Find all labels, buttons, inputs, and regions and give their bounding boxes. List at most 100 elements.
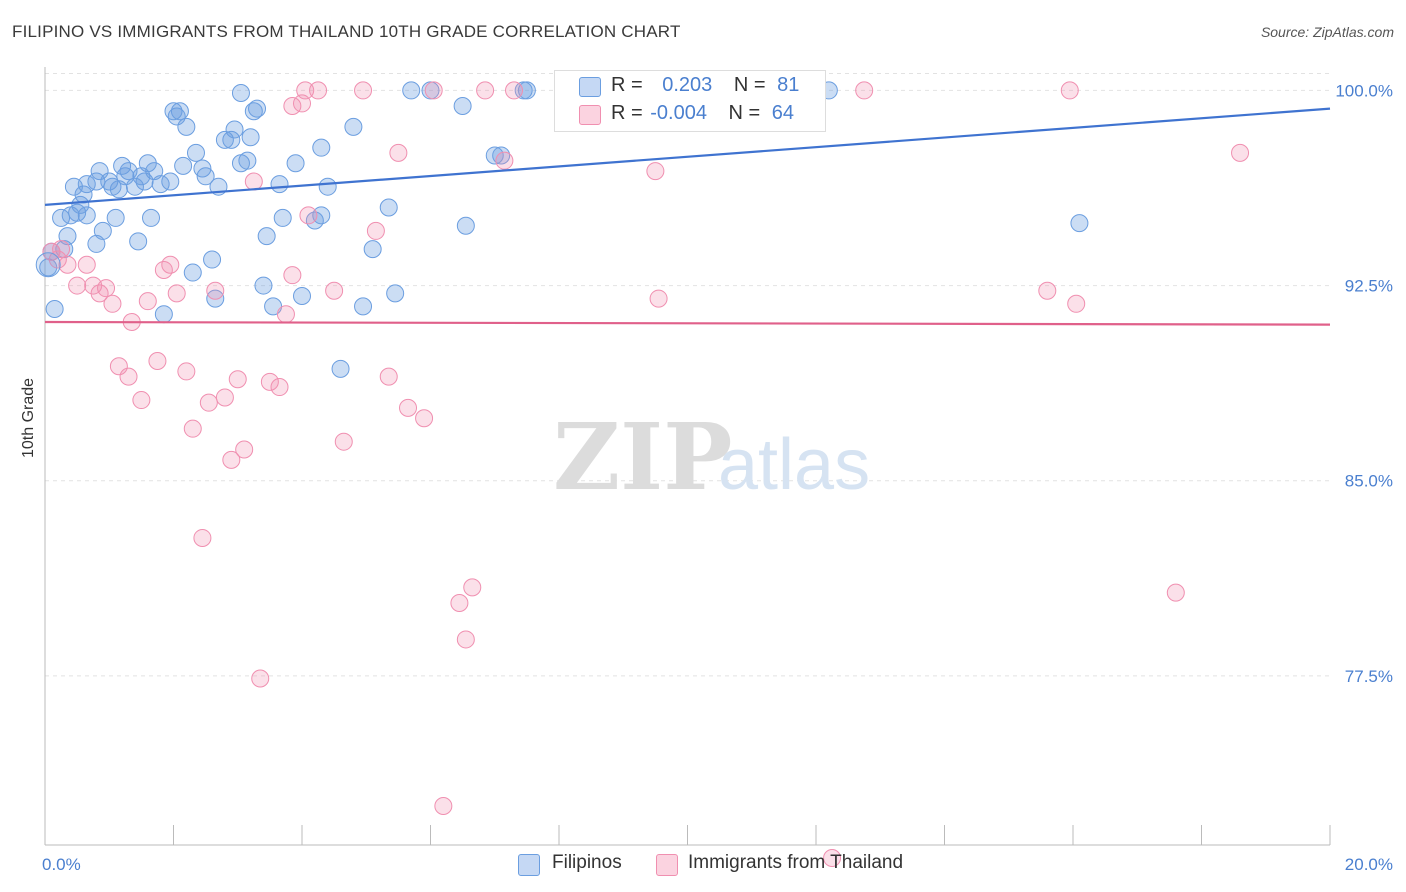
filipinos-point <box>154 305 173 324</box>
thailand-point <box>193 528 212 547</box>
thailand-point <box>199 393 218 412</box>
thailand-point <box>270 378 289 397</box>
thailand-point <box>167 284 186 303</box>
filipinos-point <box>164 102 183 121</box>
y-tick-label: 100.0% <box>1335 81 1393 100</box>
thailand-point <box>183 419 202 438</box>
thailand-trend-line <box>44 320 1331 326</box>
filipinos-point <box>257 227 276 246</box>
filipinos-point <box>183 263 202 282</box>
y-tick-label: 85.0% <box>1345 472 1393 491</box>
thailand-point <box>177 362 196 381</box>
thailand-point <box>424 81 443 100</box>
thailand-point <box>119 367 138 386</box>
thailand-point <box>161 255 180 274</box>
thailand-point <box>103 294 122 313</box>
filipinos-point <box>45 299 64 318</box>
thailand-point <box>244 172 263 191</box>
stats-legend: R = 0.203 N = 81 R = -0.004 N = 64 <box>554 70 826 132</box>
watermark-atlas: atlas <box>718 425 870 505</box>
n-value-filipinos: 81 <box>777 74 800 96</box>
filipinos-point <box>170 102 189 121</box>
filipinos-point <box>485 146 504 165</box>
filipinos-point <box>386 284 405 303</box>
filipinos-point <box>145 162 164 181</box>
legend-swatch-thailand <box>579 105 601 125</box>
r-label: R = <box>611 74 643 96</box>
thailand-point <box>215 388 234 407</box>
thailand-point <box>138 292 157 311</box>
thailand-point <box>52 240 71 259</box>
filipinos-point <box>74 185 93 204</box>
filipinos-point <box>177 117 196 136</box>
thailand-point <box>456 630 475 649</box>
thailand-point <box>505 81 524 100</box>
thailand-point <box>646 162 665 181</box>
filipinos-point <box>312 138 331 157</box>
thailand-point <box>58 255 77 274</box>
legend-text-filipinos: R = 0.203 N = 81 <box>611 74 799 97</box>
y-axis-title: 10th Grade <box>20 377 37 458</box>
thailand-point <box>222 450 241 469</box>
thailand-point <box>354 81 373 100</box>
y-tick-labels: 77.5% 85.0% 92.5% 100.0% <box>1335 81 1393 685</box>
filipinos-point <box>344 117 363 136</box>
filipinos-point <box>331 359 350 378</box>
chart-title: FILIPINO VS IMMIGRANTS FROM THAILAND 10T… <box>12 22 681 41</box>
thailand-point <box>48 250 67 269</box>
thailand-point <box>415 409 434 428</box>
thailand-point <box>283 266 302 285</box>
thailand-point <box>334 432 353 451</box>
filipinos-point <box>71 195 90 214</box>
thailand-point <box>399 398 418 417</box>
filipinos-point <box>312 206 331 225</box>
filipinos-point <box>248 99 267 118</box>
r-label: R = <box>611 102 643 124</box>
legend-swatch-filipinos <box>579 77 601 97</box>
x-tick-label: 20.0% <box>1345 855 1393 874</box>
r-value-thailand: -0.004 <box>650 102 707 124</box>
legend-swatch-filipinos <box>518 854 540 876</box>
thailand-point <box>260 372 279 391</box>
filipinos-point <box>186 143 205 162</box>
filipinos-point <box>241 128 260 147</box>
thailand-point <box>823 849 842 868</box>
thailand-point <box>325 281 344 300</box>
thailand-point <box>389 143 408 162</box>
thailand-point <box>68 276 87 295</box>
thailand-point <box>235 440 254 459</box>
thailand-point <box>366 221 385 240</box>
legend-text-thailand: R = -0.004 N = 64 <box>611 102 794 125</box>
filipinos-point <box>1070 214 1089 233</box>
filipinos-point <box>517 81 536 100</box>
filipinos-point <box>402 81 421 100</box>
filipinos-point <box>116 167 135 186</box>
filipinos-point <box>231 84 250 103</box>
thailand-point <box>1038 281 1057 300</box>
filipinos-point <box>354 297 373 316</box>
filipinos-point <box>456 216 475 235</box>
filipinos-point <box>318 177 337 196</box>
thailand-point <box>251 669 270 688</box>
filipinos-point <box>39 258 58 277</box>
thailand-point <box>1067 294 1086 313</box>
filipinos-point <box>203 250 222 269</box>
thailand-point <box>649 289 668 308</box>
filipinos-point <box>87 234 106 253</box>
thailand-point <box>450 594 469 613</box>
source-credit: Source: ZipAtlas.com <box>1260 24 1394 40</box>
filipinos-point <box>87 172 106 191</box>
filipinos-point <box>453 97 472 116</box>
thailand-point <box>148 352 167 371</box>
y-tick-label: 77.5% <box>1345 667 1393 686</box>
thailand-point <box>276 305 295 324</box>
legend-label-filipinos: Filipinos <box>552 852 622 873</box>
thailand-point <box>299 206 318 225</box>
thailand-point <box>1231 143 1250 162</box>
filipinos-point <box>161 172 180 191</box>
filipinos-point <box>174 156 193 175</box>
n-value-thailand: 64 <box>771 102 795 124</box>
thailand-point <box>132 391 151 410</box>
filipinos-point <box>222 130 241 149</box>
r-value-filipinos: 0.203 <box>662 74 713 96</box>
